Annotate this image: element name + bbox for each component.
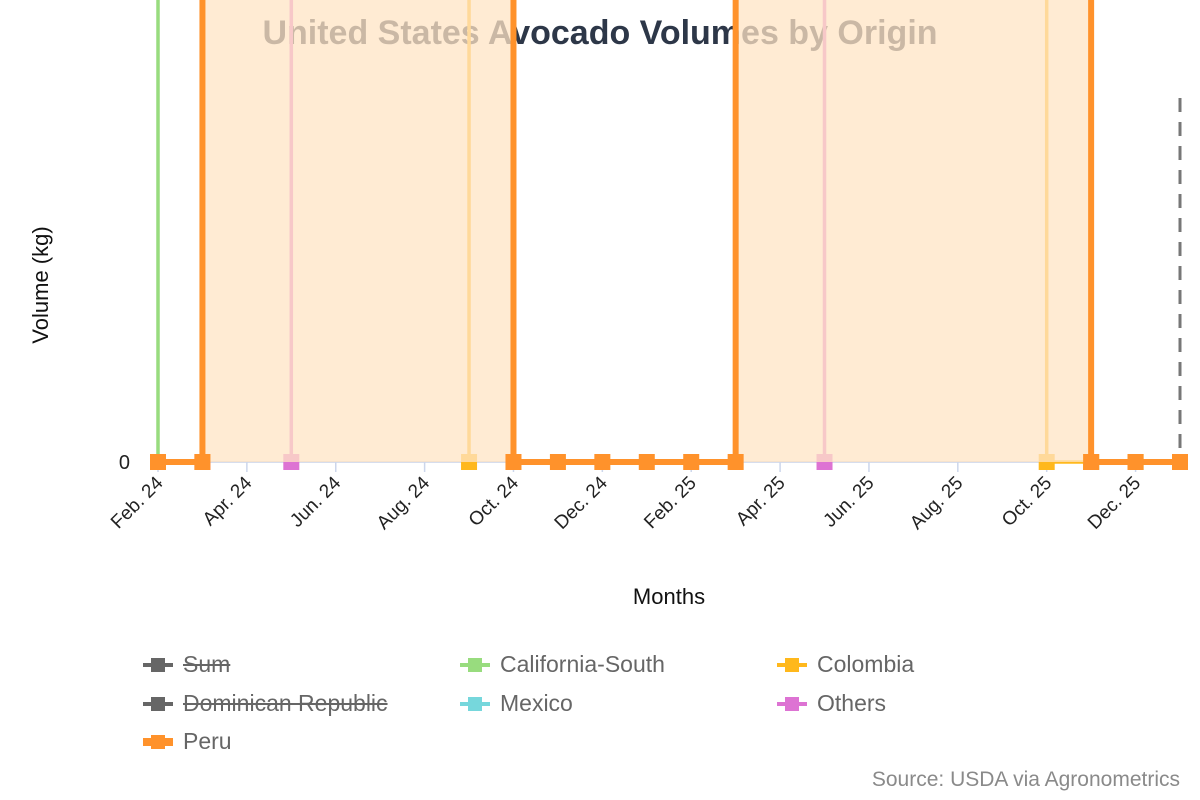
legend-symbol-icon <box>777 657 807 672</box>
data-point <box>549 454 566 470</box>
legend-symbol-icon <box>143 657 173 672</box>
x-tick-label: Jun. 25 <box>820 473 879 532</box>
x-tick-label: Jun. 24 <box>286 472 345 531</box>
x-tick-label: Feb. 25 <box>640 473 700 533</box>
x-tick-label: Aug. 24 <box>373 472 434 533</box>
legend-symbol-icon <box>460 657 490 672</box>
data-point <box>1127 454 1144 470</box>
data-point <box>683 454 700 470</box>
data-point <box>594 454 611 470</box>
data-point <box>150 454 166 470</box>
legend-label: Sum <box>183 651 231 677</box>
legend-label: Colombia <box>817 651 915 677</box>
data-point <box>1172 454 1188 470</box>
peru-area <box>158 0 1180 468</box>
y-tick-label: 0 <box>119 452 130 474</box>
legend-symbol-icon <box>143 734 173 749</box>
legend-item-others[interactable]: Others <box>777 690 886 717</box>
legend-label: California-South <box>500 651 665 677</box>
legend-item-colombia[interactable]: Colombia <box>777 651 914 678</box>
y-axis-title: Volume (kg) <box>28 226 53 343</box>
legend-symbol-icon <box>777 696 807 711</box>
data-point <box>638 454 655 470</box>
x-tick-label: Aug. 25 <box>906 473 967 534</box>
legend-symbol-icon <box>460 696 490 711</box>
x-tick-label: Apr. 25 <box>732 473 789 530</box>
data-point <box>505 454 522 470</box>
source-note: Source: USDA via Agronometrics <box>871 768 1180 791</box>
x-tick-label: Dec. 24 <box>551 472 612 533</box>
legend-item-california-south[interactable]: California-South <box>460 651 665 678</box>
x-axis-title: Months <box>633 584 705 609</box>
x-tick-label: Feb. 24 <box>107 472 168 533</box>
legend-symbol-icon <box>143 696 173 711</box>
data-point <box>194 454 211 470</box>
legend-item-dominican-republic[interactable]: Dominican Republic <box>143 690 388 717</box>
x-tick-label: Oct. 24 <box>465 472 523 530</box>
data-point <box>1083 454 1100 470</box>
legend-label: Mexico <box>500 690 573 716</box>
legend-label: Peru <box>183 728 232 754</box>
data-point <box>727 454 744 470</box>
x-tick-label: Dec. 25 <box>1084 473 1145 534</box>
x-tick-label: Oct. 25 <box>998 473 1056 531</box>
legend-item-peru[interactable]: Peru <box>143 728 232 755</box>
legend-label: Others <box>817 690 887 716</box>
series-peru <box>150 0 1188 472</box>
legend-item-mexico[interactable]: Mexico <box>460 690 573 717</box>
x-tick-label: Apr. 24 <box>199 472 257 530</box>
legend-item-sum[interactable]: Sum <box>143 651 230 678</box>
legend-label: Dominican Republic <box>183 690 388 716</box>
